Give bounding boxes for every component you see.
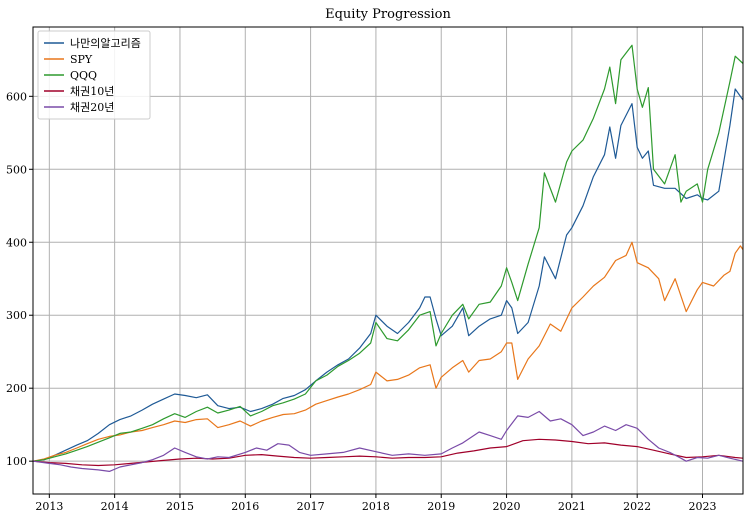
legend-label: QQQ [70, 69, 97, 82]
legend-label: 나만의알고리즘 [70, 36, 141, 50]
x-tick-label: 2020 [493, 500, 521, 513]
y-tick-label: 200 [6, 382, 27, 395]
x-tick-label: 2019 [427, 500, 455, 513]
y-axis-ticks: 100 200 300 400 500 600 [6, 90, 33, 468]
legend-label: SPY [70, 53, 93, 66]
y-tick-label: 600 [6, 90, 27, 103]
x-tick-label: 2013 [35, 500, 63, 513]
series-line-0 [32, 88, 744, 462]
x-tick-label: 2015 [166, 500, 194, 513]
series-lines [32, 44, 744, 472]
series-line-2 [32, 44, 744, 462]
x-tick-label: 2023 [689, 500, 717, 513]
series-line-4 [32, 410, 744, 472]
series-line-3 [32, 438, 744, 467]
y-tick-label: 500 [6, 163, 27, 176]
y-tick-label: 400 [6, 236, 27, 249]
x-tick-label: 2018 [362, 500, 390, 513]
plot-frame [32, 26, 744, 495]
x-tick-label: 2016 [231, 500, 259, 513]
x-axis-ticks: 2013 2014 2015 2016 2017 2018 2019 2020 2021 2022… [35, 494, 717, 513]
x-tick-label: 2021 [558, 500, 586, 513]
chart-title: Equity Progression [325, 7, 451, 22]
legend-label: 채권20년 [70, 101, 114, 114]
x-tick-label: 2014 [101, 500, 129, 513]
x-tick-label: 2017 [297, 500, 325, 513]
legend-label: 채권10년 [70, 85, 114, 98]
series-line-1 [32, 241, 744, 462]
y-tick-label: 100 [6, 455, 27, 468]
legend-box [37, 30, 151, 120]
y-tick-label: 300 [6, 309, 27, 322]
x-tick-label: 2022 [623, 500, 651, 513]
